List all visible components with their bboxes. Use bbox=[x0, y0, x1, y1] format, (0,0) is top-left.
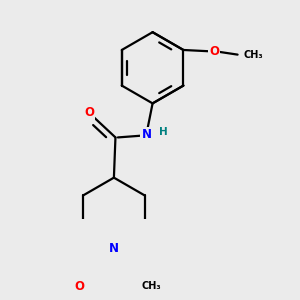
Text: O: O bbox=[84, 106, 94, 119]
Text: CH₃: CH₃ bbox=[244, 50, 263, 60]
Text: O: O bbox=[75, 280, 85, 293]
Text: O: O bbox=[209, 45, 219, 58]
Text: H: H bbox=[159, 127, 168, 137]
Text: N: N bbox=[141, 128, 152, 141]
Text: N: N bbox=[109, 242, 119, 255]
Text: CH₃: CH₃ bbox=[142, 281, 161, 291]
